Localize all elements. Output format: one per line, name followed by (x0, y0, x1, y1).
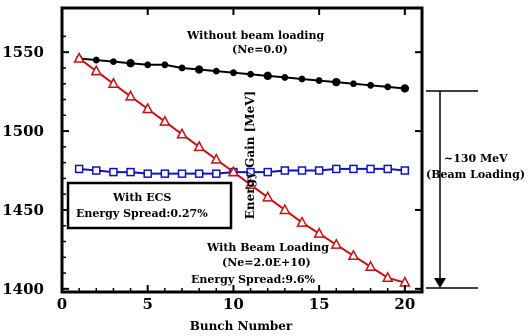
series-1-point-2 (92, 166, 101, 175)
series-2-point-9 (210, 152, 223, 164)
y-tick-label-1450: 1450 (2, 201, 44, 219)
ecs-annotation-box (66, 181, 233, 230)
series-0-point-4 (126, 59, 135, 68)
series-1-point-1 (74, 164, 84, 174)
series-0 (75, 55, 410, 93)
series-1-point-20 (400, 166, 410, 175)
y-tick-label-1550: 1550 (2, 43, 44, 61)
series-0-point-14 (298, 75, 306, 83)
series-2-point-7 (176, 127, 188, 139)
series-1-point-16 (332, 164, 341, 174)
series-0-point-13 (281, 74, 289, 81)
y-axis-label: Energy Gain [MeV] (243, 91, 257, 219)
series-2-point-18 (364, 260, 377, 272)
x-tick-label-5: 5 (142, 295, 152, 313)
x-tick-label-10: 10 (223, 295, 244, 313)
series-2-point-10 (227, 165, 240, 177)
no-load-annotation-title: Without beam loading (186, 29, 324, 42)
series-1-point-19 (383, 164, 392, 174)
series-0-point-7 (178, 64, 186, 72)
series-1-point-4 (126, 167, 135, 177)
series-0-point-12 (263, 71, 272, 81)
series-0-point-8 (194, 65, 204, 74)
series-1-point-8 (194, 169, 204, 178)
y-tick-label-1400: 1400 (2, 280, 44, 298)
plot-frame (60, 6, 424, 294)
series-1-point-5 (143, 169, 152, 178)
series-2-point-6 (159, 114, 171, 126)
x-tick-label-20: 20 (394, 295, 415, 313)
series-2-point-8 (193, 140, 205, 152)
side-beam-loading-label: (Beam Loading) (426, 168, 525, 181)
series-2 (73, 51, 411, 287)
series-1-point-18 (366, 164, 375, 174)
series-0-point-20 (400, 84, 410, 93)
series-0-point-9 (212, 67, 220, 75)
series-1-point-11 (246, 167, 255, 177)
ecs-annotation-spread: Energy Spread:0.27% (76, 207, 208, 220)
series-0-point-3 (110, 58, 117, 66)
series-2-point-14 (296, 215, 308, 227)
series-2-point-19 (381, 271, 394, 283)
load-annotation-ne: (Ne=2.0E+10) (222, 256, 311, 269)
series-2-point-3 (107, 77, 120, 88)
x-tick-label-15: 15 (309, 295, 330, 313)
series-1-point-15 (314, 166, 324, 175)
series-2-point-12 (261, 190, 274, 202)
series-2-point-5 (141, 102, 154, 114)
series-0-point-6 (161, 61, 169, 69)
series-2-point-11 (244, 178, 257, 189)
series-1-point-6 (160, 169, 170, 178)
bracket-arrow-head (434, 278, 446, 288)
series-0-point-2 (92, 56, 100, 64)
series-1-point-9 (212, 169, 221, 178)
series-0-point-17 (350, 80, 357, 88)
series-2-point-2 (90, 64, 103, 76)
series-2-point-13 (279, 203, 291, 215)
series-2-point-16 (330, 238, 343, 249)
series-1-point-14 (297, 166, 307, 175)
load-annotation-title: With Beam Loading (206, 241, 329, 254)
series-1-point-17 (349, 164, 358, 174)
series-1-point-12 (263, 167, 272, 177)
series-0-point-19 (384, 83, 392, 91)
x-tick-label-0: 0 (57, 295, 67, 313)
no-load-annotation-ne: (Ne=0.0) (232, 43, 288, 56)
series-1 (74, 164, 410, 178)
series-2-point-1 (73, 51, 85, 63)
ecs-annotation-title: With ECS (112, 191, 171, 204)
series-0-point-11 (247, 70, 254, 78)
series-0-point-5 (144, 61, 152, 69)
load-annotation-spread: Energy Spread:9.6% (191, 273, 316, 286)
series-1-point-13 (280, 166, 290, 175)
series-1-point-3 (109, 167, 118, 177)
side-value-label: ~130 MeV (444, 152, 508, 165)
series-0-point-15 (315, 77, 323, 84)
series-2-point-4 (124, 89, 137, 101)
series-2-point-17 (347, 249, 360, 260)
series-0-point-16 (332, 77, 341, 87)
series-0-point-18 (367, 81, 374, 89)
series-0-point-10 (230, 69, 237, 77)
series-1-point-7 (177, 169, 187, 178)
y-tick-label-1500: 1500 (2, 122, 44, 140)
x-axis-label: Bunch Number (190, 319, 293, 333)
series-2-point-15 (313, 227, 325, 238)
